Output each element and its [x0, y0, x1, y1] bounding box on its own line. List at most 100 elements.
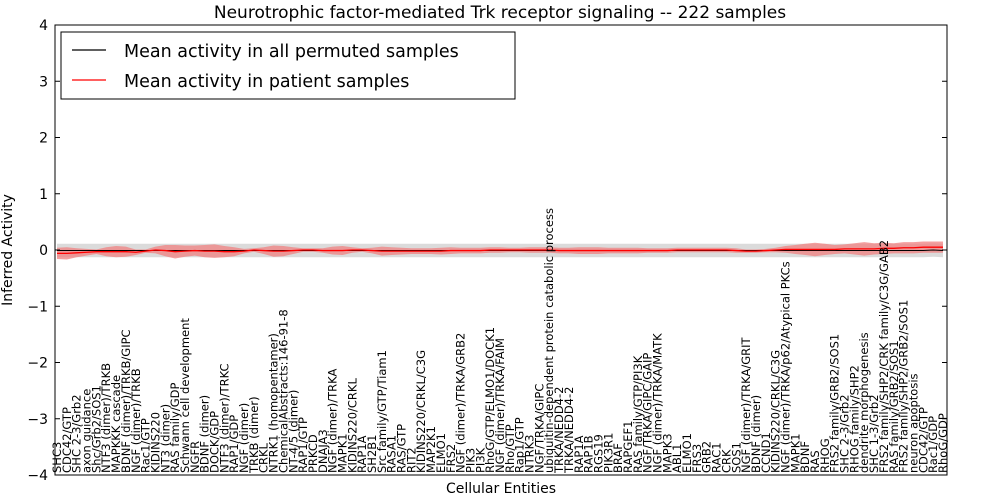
category-label: TRKB (dimer) — [247, 396, 261, 474]
category-label: FRS3 — [690, 444, 704, 473]
category-label: RAP1A — [355, 435, 369, 473]
category-label: RAC1 — [710, 442, 724, 473]
category-label: CDC42/GTP — [60, 407, 74, 473]
category-label: BDNF — [798, 441, 812, 473]
category-label: SHC 2-3/Grb2 — [838, 394, 852, 473]
category-label: BRAF — [611, 443, 625, 473]
category-label: NT3 (dimer) — [158, 404, 172, 473]
category-label: RAPGEF1 — [621, 421, 635, 473]
y-tick-label: 2 — [39, 131, 48, 147]
category-label: MAPK3 — [660, 433, 674, 473]
category-label: NGF (dimer)/TRKA/GRIT — [739, 336, 753, 473]
category-label: MAP2K1 — [424, 426, 438, 473]
y-tick-label: −3 — [27, 412, 48, 428]
y-tick-label: −4 — [27, 468, 48, 484]
category-label: KIDINS220/CRKL/C3G — [769, 350, 783, 473]
category-label: RAP1/GDP — [227, 415, 241, 473]
category-label: CDC42/GTP — [916, 407, 930, 473]
category-label: SOS1 — [729, 442, 743, 473]
legend-label-patient: Mean activity in patient samples — [124, 72, 409, 92]
category-label: PIK3R1 — [601, 433, 615, 474]
category-label: NGF (dimer) — [237, 403, 251, 473]
category-label: PIK3 — [463, 448, 477, 473]
category-label: NTF3 (dimer)/TRKC — [217, 363, 231, 473]
category-label: FRS2 family/SHP2/CRK family/C3G/GAB2 — [877, 240, 891, 473]
category-label: PRKCD — [306, 434, 320, 473]
y-tick-label: 0 — [39, 243, 48, 259]
category-label: NGF/TRKA/GIPC/GAIP — [641, 353, 655, 473]
category-label: NGF (dimer)/TRKA/MATK — [651, 333, 665, 473]
y-tick-label: −2 — [27, 356, 48, 372]
lines-layer — [57, 246, 944, 255]
category-label: Rho/GTP — [503, 424, 517, 473]
category-label: MAPKKK cascade — [109, 375, 123, 473]
y-tick-label: 3 — [39, 74, 48, 90]
category-label: MAPK1 — [788, 433, 802, 473]
category-label: ABL1 — [670, 444, 684, 473]
category-label: SHC 1-3/Grb2 — [867, 394, 881, 473]
category-label: NGF (dimer)/TRKA — [326, 369, 340, 473]
legend-box — [60, 31, 516, 100]
x-axis-label: Cellular Entities — [446, 481, 556, 497]
patient-mean-line — [57, 246, 943, 255]
legend-label-permuted: Mean activity in all permuted samples — [124, 42, 459, 62]
category-label: ELMO1 — [680, 433, 694, 473]
category-label: GRB2 — [700, 441, 714, 473]
category-label: MAPK1 — [335, 433, 349, 473]
category-label: RIT2 — [404, 447, 418, 473]
category-label: CCND1 — [759, 432, 773, 473]
category-label: PI3K — [473, 447, 487, 473]
category-label: dendrite morphogenesis — [857, 332, 871, 473]
category-label: FRS2 family/GRB2/SOS1 — [828, 334, 842, 473]
category-label: BDNF (dimer) — [198, 395, 212, 473]
category-label: ChemicalAbstracts:146-91-8 — [276, 309, 290, 473]
category-label: SHC 2-3/Grb2 — [70, 394, 84, 473]
category-label: ubiquitin-dependent protein catabolic pr… — [542, 208, 556, 473]
category-label: Rac1/GDP — [926, 416, 940, 473]
category-label: NTRK1 (homopentamer) — [267, 333, 281, 473]
category-label: KIDINS220 — [148, 412, 162, 473]
category-label: Schwann cell development — [178, 318, 192, 473]
category-label: KIDINS220/CRKL/C3G — [414, 350, 428, 473]
category-label: TRKA/NEDD4-2 — [552, 387, 566, 474]
category-label: RAP1B — [582, 435, 596, 473]
category-label: Src family/GTP/Tiam1 — [375, 350, 389, 473]
category-label: BDNF (dimer)/TRKB/GIPC — [119, 329, 133, 473]
category-label: RHOG — [818, 438, 832, 473]
category-label: SHC3 — [50, 442, 64, 473]
y-axis-label: Inferred Activity — [0, 194, 16, 306]
category-label: NGF (dimer)/TRKB — [129, 368, 143, 473]
category-label: RASA1 — [385, 435, 399, 473]
category-label: RAS/GTP — [395, 424, 409, 473]
category-label: NTF3 (dimer)/TRKB — [99, 363, 113, 473]
category-label: NGF (dimer)/TRKA/GRB2 — [454, 333, 468, 473]
category-label: ELMO1 — [434, 433, 448, 473]
category-label: RGS19 — [591, 434, 605, 473]
category-label: axon guidance — [80, 389, 94, 473]
category-label: RAS family/GRB2/SOS1 — [887, 340, 901, 473]
chart-title: Neurotrophic factor-mediated Trk recepto… — [214, 3, 786, 23]
category-label: NGFR — [188, 441, 202, 473]
category-label: RAS family/GTP/PI3K — [631, 355, 645, 473]
category-label: FRS2 family/SHP2/GRB2/SOS1 — [897, 300, 911, 473]
y-tick-label: 4 — [39, 18, 48, 34]
y-tick-label: −1 — [27, 299, 48, 315]
category-label: CRKL — [257, 442, 271, 473]
category-label: TRKA/NEDD4-2 — [562, 387, 576, 474]
category-label: RAP1/GTP — [296, 417, 310, 473]
category-label: NTRK3 — [523, 435, 537, 473]
legend: Mean activity in all permuted samples Me… — [60, 31, 516, 100]
category-label: CRK — [719, 449, 733, 473]
category-label: NT-4/5 (dimer) — [286, 390, 300, 473]
category-label: Rac1/GTP — [139, 418, 153, 473]
y-axis: −4 −3 −2 −1 0 1 2 3 4 — [27, 18, 947, 484]
category-label: NGF (dimer)/TRKA/FAIM — [493, 338, 507, 473]
category-label: Shc/Grb2/SOS1 — [89, 385, 103, 473]
category-label: RAS family/GDP — [168, 383, 182, 473]
category-label: RAP1A — [572, 435, 586, 473]
category-label: DOCK/GDP — [208, 411, 222, 473]
category-label: NGF (dimer)/TRKA/p62/Atypical PKCs — [778, 261, 792, 473]
category-label: FRS2 — [444, 444, 458, 473]
